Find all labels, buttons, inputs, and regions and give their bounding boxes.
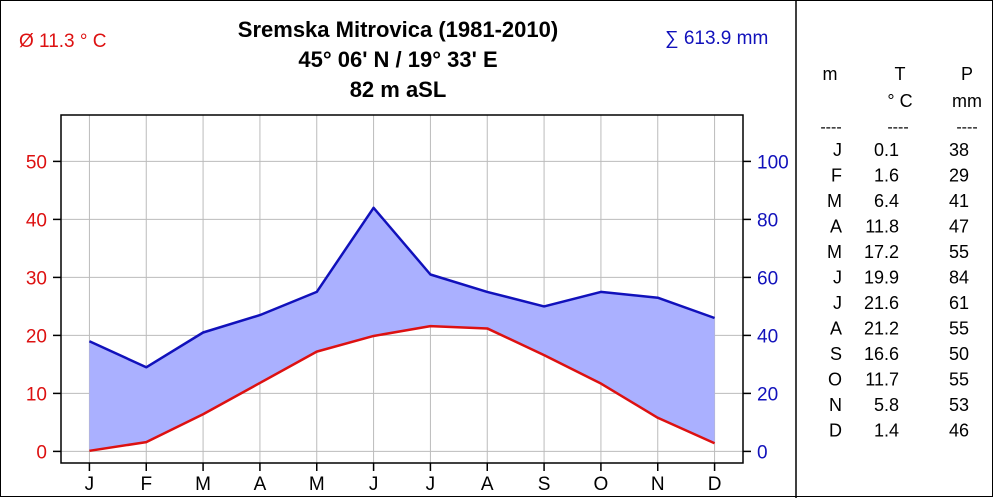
- x-axis-month-label: J: [85, 474, 95, 495]
- table-cell: 11.8: [865, 217, 899, 237]
- right-axis-tick-label: 60: [757, 268, 778, 289]
- left-axis-tick-label: 50: [26, 152, 47, 173]
- left-axis-tick-label: 30: [26, 268, 47, 289]
- table-cell: N: [829, 395, 842, 415]
- left-axis-tick-label: 40: [26, 210, 47, 231]
- table-cell: 11.7: [865, 370, 899, 390]
- table-cell: 41: [949, 191, 969, 211]
- table-cell: M: [827, 242, 842, 262]
- table-cell: 38: [949, 140, 969, 160]
- table-cell: M: [827, 191, 842, 211]
- x-axis-month-label: A: [481, 474, 494, 495]
- right-axis-tick-label: 40: [757, 326, 778, 347]
- table-header: m: [823, 64, 838, 84]
- chart-title: Sremska Mitrovica (1981-2010): [238, 17, 558, 42]
- x-axis-month-label: S: [538, 474, 551, 495]
- table-cell: A: [830, 217, 842, 237]
- right-axis-tick-label: 100: [757, 152, 789, 173]
- table-cell: 5.8: [874, 395, 899, 415]
- chart-elevation: 82 m aSL: [350, 77, 447, 102]
- x-axis-month-label: M: [195, 474, 211, 495]
- table-header-unit: ° C: [887, 91, 912, 111]
- table-cell: S: [830, 344, 842, 364]
- x-axis-month-label: M: [309, 474, 325, 495]
- table-cell: 21.2: [864, 319, 899, 339]
- table-cell: 84: [949, 268, 969, 288]
- table-cell: 0.1: [874, 140, 899, 160]
- table-cell: 19.9: [864, 268, 899, 288]
- table-cell: 55: [949, 319, 969, 339]
- left-axis-tick-label: 20: [26, 326, 47, 347]
- left-axis-tick-label: 0: [36, 442, 47, 463]
- left-axis-tick-label: 10: [26, 384, 47, 405]
- table-cell: 50: [949, 344, 969, 364]
- table-cell: 47: [949, 217, 969, 237]
- chart-coordinates: 45° 06' N / 19° 33' E: [298, 47, 497, 72]
- table-separator: ----: [887, 119, 908, 136]
- x-axis-month-label: A: [254, 474, 267, 495]
- table-cell: 6.4: [874, 191, 899, 211]
- table-cell: J: [833, 293, 842, 313]
- table-cell: 53: [949, 395, 969, 415]
- table-cell: 16.6: [864, 344, 899, 364]
- table-cell: J: [833, 140, 842, 160]
- right-axis-tick-label: 20: [757, 384, 778, 405]
- table-cell: 55: [949, 370, 969, 390]
- table-cell: A: [830, 319, 842, 339]
- table-cell: 21.6: [864, 293, 899, 313]
- table-header-unit: mm: [952, 91, 982, 111]
- table-cell: 1.4: [874, 421, 899, 441]
- table-cell: 17.2: [864, 242, 899, 262]
- right-axis-tick-label: 0: [757, 442, 768, 463]
- table-cell: F: [831, 166, 842, 186]
- table-separator: ----: [956, 119, 977, 136]
- table-header: T: [895, 64, 906, 84]
- table-separator: ----: [820, 119, 841, 136]
- x-axis-month-label: D: [708, 474, 722, 495]
- table-cell: D: [829, 421, 842, 441]
- table-cell: 29: [949, 166, 969, 186]
- annual-precipitation-sum: ∑ 613.9 mm: [665, 28, 768, 49]
- table-cell: J: [833, 268, 842, 288]
- x-axis-month-label: J: [369, 474, 379, 495]
- table-cell: O: [828, 370, 842, 390]
- table-cell: 55: [949, 242, 969, 262]
- annual-mean-temperature: Ø 11.3 ° C: [19, 31, 107, 52]
- fill-layer: [89, 208, 714, 451]
- right-axis-tick-label: 80: [757, 210, 778, 231]
- monthly-data-table: m ---- T ° C ---- Pmm ---- J 0.1 38 F 1.6 29 M 6.4 41 A 1…: [820, 64, 982, 441]
- x-axis-month-label: F: [140, 474, 152, 495]
- table-header: P: [961, 64, 973, 84]
- x-axis-month-label: N: [651, 474, 665, 495]
- x-axis-month-label: J: [426, 474, 436, 495]
- table-cell: 46: [949, 421, 969, 441]
- x-axis-month-label: O: [594, 474, 609, 495]
- table-cell: 61: [949, 293, 969, 313]
- humid-period-fill: [89, 208, 714, 451]
- table-cell: 1.6: [874, 166, 899, 186]
